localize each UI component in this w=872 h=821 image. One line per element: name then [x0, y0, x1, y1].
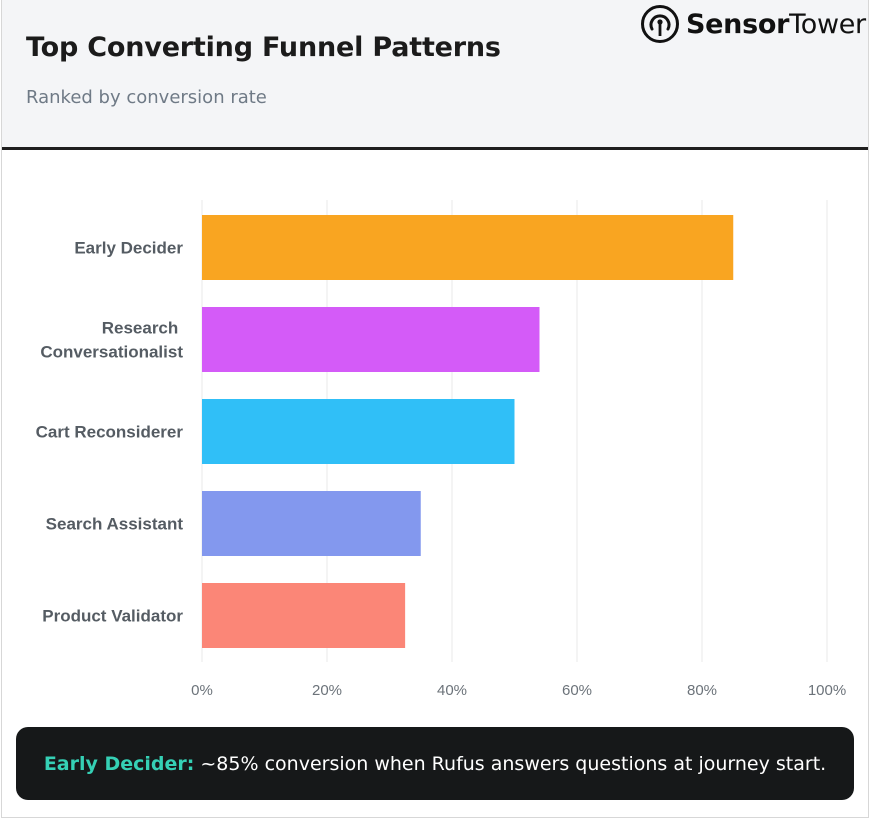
- category-label: Search Assistant: [46, 515, 184, 534]
- x-tick-label: 0%: [191, 682, 213, 699]
- x-tick-label: 20%: [312, 682, 342, 699]
- x-tick-label: 60%: [562, 682, 592, 699]
- sensor-tower-logo-icon: [641, 5, 679, 43]
- bar-4: [202, 491, 421, 556]
- brand-logo: SensorTower: [640, 2, 866, 46]
- brand-name-light: Tower: [789, 8, 866, 40]
- category-label: Research Conversationalist: [40, 319, 183, 362]
- category-label-line: Product Validator: [42, 607, 183, 626]
- category-label-line: Search Assistant: [46, 515, 184, 534]
- x-tick-label: 100%: [808, 682, 846, 699]
- brand-name: SensorTower: [686, 9, 866, 40]
- chart-header: Top Converting Funnel Patterns Ranked by…: [2, 0, 868, 150]
- x-tick-label: 40%: [437, 682, 467, 699]
- x-tick-label: 80%: [687, 682, 717, 699]
- insight-callout: Early Decider: ~85% conversion when Rufu…: [16, 727, 854, 800]
- bar-3: [202, 399, 515, 464]
- chart-title: Top Converting Funnel Patterns: [26, 32, 501, 63]
- category-label: Early Decider: [74, 239, 183, 258]
- bar-5: [202, 583, 406, 648]
- category-label: Product Validator: [42, 607, 183, 626]
- category-label-line: Conversationalist: [40, 343, 183, 362]
- brand-name-bold: Sensor: [686, 8, 790, 40]
- chart-area: Early Decider Research Conversationalist C…: [0, 150, 872, 710]
- bar-1: [202, 215, 734, 280]
- category-label: Cart Reconsiderer: [36, 423, 184, 442]
- callout-label: Early Decider:: [43, 752, 195, 775]
- callout-text: ~85% conversion when Rufus answers quest…: [200, 752, 827, 775]
- category-label-line: Research: [102, 319, 183, 338]
- category-label-line: Early Decider: [74, 239, 183, 258]
- chart-subtitle: Ranked by conversion rate: [26, 87, 267, 108]
- bar-2: [202, 307, 540, 372]
- category-label-line: Cart Reconsiderer: [36, 423, 184, 442]
